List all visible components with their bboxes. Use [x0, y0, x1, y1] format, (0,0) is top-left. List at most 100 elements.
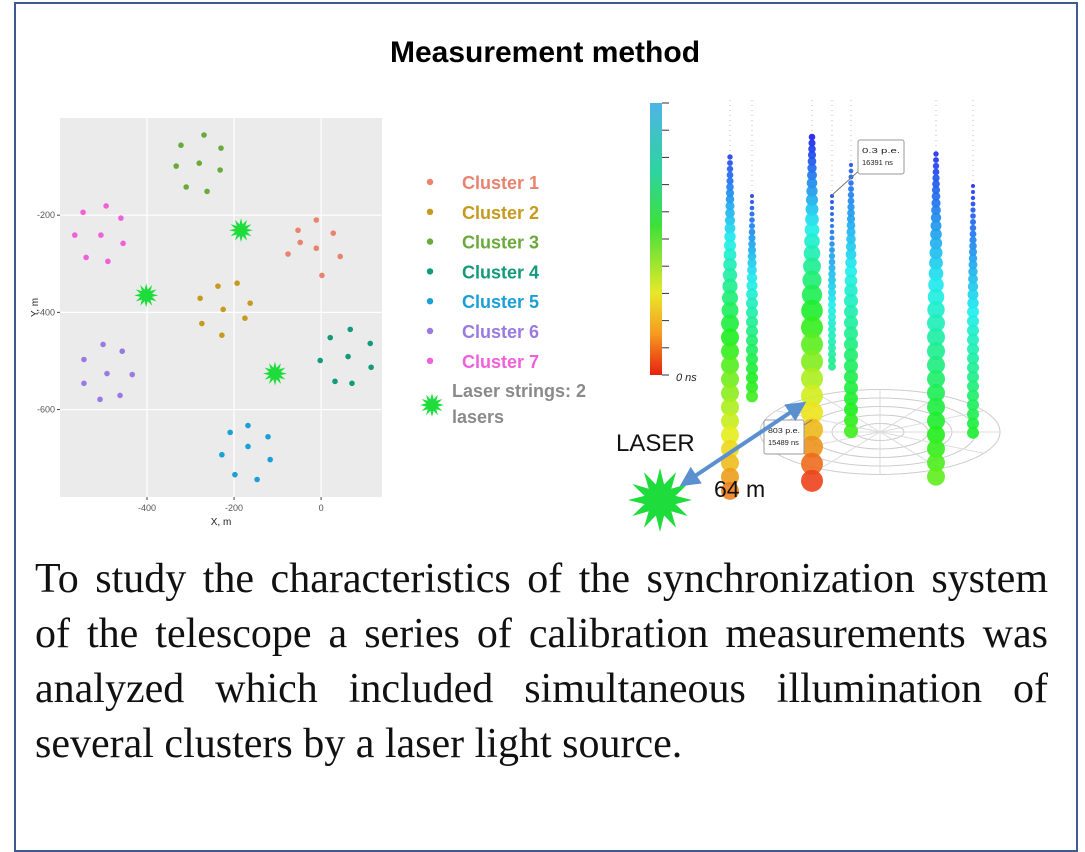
optical-module — [967, 281, 979, 292]
optical-module — [746, 334, 758, 347]
optical-module — [845, 257, 857, 269]
optical-module — [828, 362, 836, 371]
optical-module — [723, 257, 737, 272]
legend-label: Cluster 4 — [462, 262, 539, 282]
data-point — [245, 443, 251, 450]
optical-module — [746, 325, 758, 338]
optical-module — [846, 234, 856, 244]
optical-module — [927, 369, 945, 388]
optical-module — [828, 282, 836, 291]
data-point — [313, 217, 320, 223]
optical-module — [844, 274, 858, 288]
data-point — [245, 422, 251, 429]
optical-module — [931, 185, 941, 195]
optical-module — [967, 333, 979, 346]
optical-module — [931, 198, 941, 208]
callout-time: 16391 ns — [862, 158, 893, 167]
laser-string — [263, 361, 287, 386]
optical-module — [844, 359, 858, 374]
optical-module — [749, 217, 755, 223]
data-point — [119, 348, 126, 355]
optical-module — [828, 331, 836, 340]
optical-module — [847, 197, 855, 205]
optical-module — [970, 189, 976, 195]
legend-label: Cluster 2 — [462, 203, 539, 223]
data-point — [319, 272, 325, 279]
optical-module — [929, 237, 943, 250]
optical-module — [929, 246, 943, 260]
color-bar — [650, 103, 662, 375]
plot-panel — [60, 118, 382, 497]
data-point — [219, 451, 225, 458]
optical-module — [721, 314, 739, 333]
data-point — [327, 334, 334, 341]
optical-module — [724, 230, 736, 243]
data-point — [97, 396, 103, 403]
optical-module — [844, 380, 858, 395]
optical-module — [746, 280, 758, 292]
body-text: To study the characteristics of the sync… — [35, 556, 1048, 767]
optical-module — [967, 352, 979, 365]
optical-module — [721, 356, 739, 375]
optical-module — [804, 233, 820, 250]
optical-module — [749, 199, 755, 205]
data-point — [103, 203, 109, 209]
data-point — [313, 245, 320, 252]
optical-module — [844, 315, 858, 330]
optical-module — [967, 408, 979, 421]
data-point — [215, 283, 221, 289]
optical-module — [967, 417, 979, 430]
optical-module — [721, 289, 739, 306]
data-point — [183, 184, 189, 190]
optical-module — [807, 150, 817, 160]
optical-module — [844, 369, 858, 384]
optical-module — [844, 304, 858, 319]
legend-label: Cluster 7 — [462, 352, 539, 372]
optical-module — [931, 205, 941, 216]
legend-label: Laser strings: 2 lasers — [452, 381, 587, 427]
data-point — [100, 341, 106, 348]
optical-module — [746, 272, 758, 283]
optical-module — [828, 350, 836, 359]
data-point — [81, 356, 87, 363]
optical-module — [747, 245, 757, 255]
optical-module — [803, 245, 821, 262]
data-point — [254, 476, 260, 483]
optical-module — [828, 294, 836, 303]
optical-module — [801, 384, 823, 407]
optical-module — [828, 276, 836, 284]
optical-module — [726, 165, 734, 173]
legend-label: Cluster 3 — [462, 233, 539, 253]
optical-module — [725, 208, 735, 218]
data-point — [242, 315, 248, 321]
data-point — [234, 280, 240, 287]
optical-module — [828, 264, 836, 272]
optical-module — [828, 319, 836, 328]
optical-module — [727, 160, 733, 166]
optical-module — [967, 389, 979, 402]
optical-module — [746, 343, 758, 356]
legend-marker — [426, 327, 434, 335]
optical-module — [846, 221, 856, 230]
optical-module — [722, 278, 738, 294]
optical-module — [847, 203, 855, 211]
optical-module — [930, 220, 942, 232]
optical-module — [808, 133, 816, 141]
optical-module — [929, 255, 943, 270]
optical-module — [830, 206, 834, 210]
optical-module — [806, 177, 818, 189]
optical-module — [749, 211, 755, 217]
optical-module — [830, 194, 834, 198]
optical-module — [967, 426, 979, 439]
x-axis-label: X, m — [211, 517, 232, 528]
data-point — [297, 239, 303, 246]
optical-module — [828, 337, 836, 346]
optical-module — [724, 215, 736, 226]
optical-module — [967, 315, 979, 328]
optical-module — [844, 348, 858, 363]
optical-module — [968, 247, 978, 257]
optical-module — [846, 214, 856, 224]
optical-module — [828, 356, 836, 365]
legend-marker — [426, 268, 434, 275]
optical-module — [829, 229, 835, 235]
